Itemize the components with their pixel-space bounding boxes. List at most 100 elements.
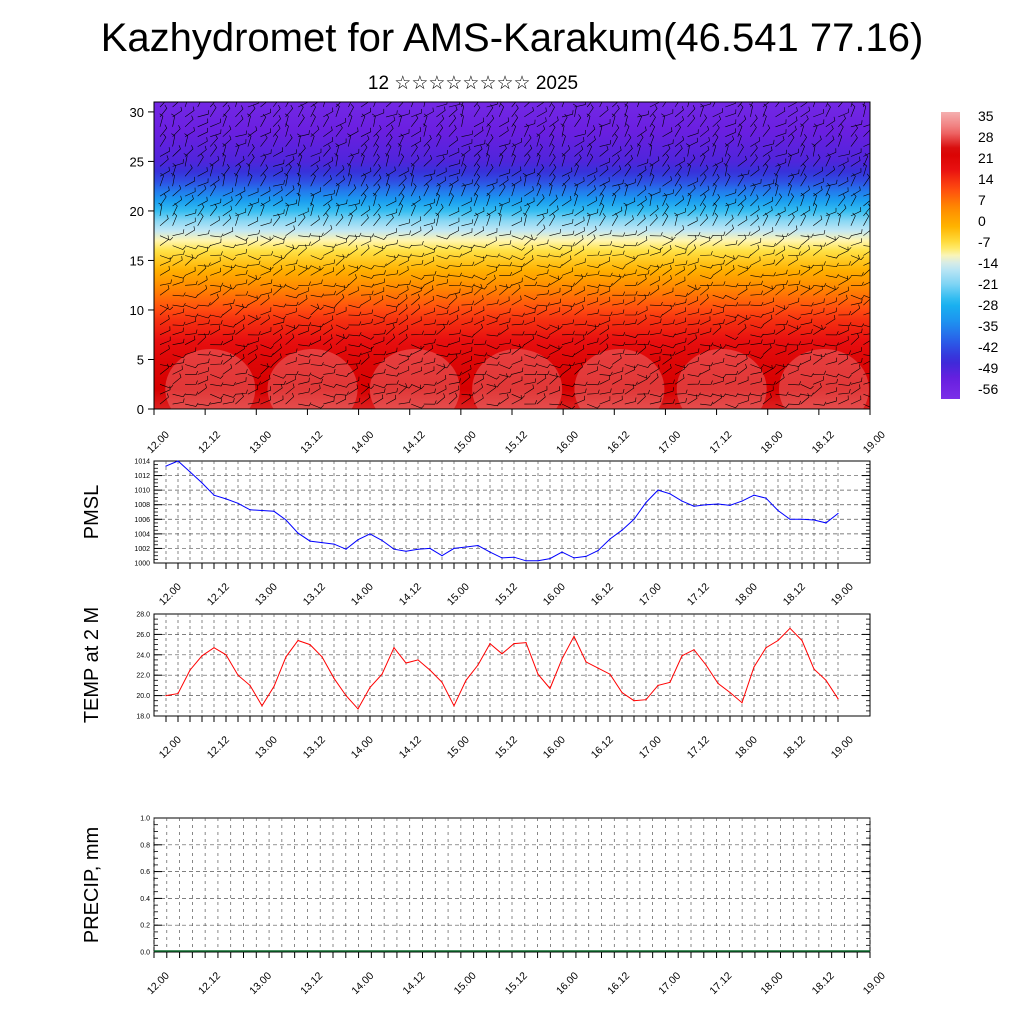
pmsl-point	[597, 550, 599, 552]
wind-barb	[775, 304, 789, 310]
wind-barb	[662, 212, 669, 226]
pmsl-y-tick-label: 1000	[134, 561, 150, 568]
wind-barb	[272, 133, 279, 147]
wind-barb	[297, 213, 306, 226]
wind-barb	[498, 103, 505, 118]
wind-barb	[272, 186, 283, 197]
wind-barb	[247, 126, 258, 137]
wind-barb	[260, 307, 272, 316]
wind-barb	[235, 186, 246, 197]
wind-barb	[411, 275, 425, 280]
wind-barb	[247, 274, 258, 286]
wind-barb	[297, 144, 306, 157]
wind-barb	[586, 196, 597, 207]
wind-barb	[712, 343, 722, 355]
wind-barb	[813, 401, 827, 406]
wind-barb	[586, 104, 594, 118]
wind-barb	[335, 199, 348, 207]
wind-barb	[850, 193, 857, 207]
colorbar-label: 7	[978, 192, 986, 208]
wind-barb	[524, 245, 534, 256]
wind-barb	[473, 394, 484, 405]
temp-point	[225, 654, 227, 656]
wind-barb	[459, 113, 464, 127]
wind-barb	[750, 124, 757, 137]
wind-barb	[335, 182, 340, 197]
wind-barb	[685, 143, 690, 157]
wind-barb	[298, 265, 308, 276]
wind-barb	[461, 306, 472, 316]
pmsl-point	[213, 494, 215, 496]
wind-barb	[423, 295, 434, 306]
wind-barb	[310, 384, 321, 395]
wind-barb	[561, 255, 572, 266]
wind-barb	[838, 310, 851, 316]
wind-barb	[486, 317, 498, 326]
wind-barb	[222, 353, 236, 357]
wind-barb	[222, 214, 232, 227]
wind-barb	[850, 229, 863, 236]
wind-barb	[448, 176, 459, 187]
wind-barb	[750, 237, 762, 246]
wind-barb	[373, 350, 387, 356]
wind-barb	[725, 188, 737, 197]
wind-barb	[511, 312, 525, 317]
temp-point	[249, 684, 251, 687]
wind-barb	[511, 137, 523, 147]
wind-barb	[800, 234, 810, 246]
wind-barb	[612, 146, 622, 157]
wind-barb	[838, 350, 851, 355]
precip-y-axis-title: PRECIP, mm	[81, 827, 103, 943]
wind-barb	[348, 274, 357, 286]
wind-barb	[323, 282, 337, 287]
wind-barb	[560, 123, 565, 137]
wind-barb	[561, 209, 574, 217]
wind-barb	[611, 124, 620, 137]
pmsl-y-axis-title: PMSL	[81, 485, 103, 539]
wind-barb	[436, 102, 448, 108]
wind-barb	[460, 103, 465, 117]
wind-barb	[649, 104, 658, 118]
wind-barb	[587, 270, 600, 276]
wind-barb	[536, 213, 545, 227]
wind-barb	[285, 333, 295, 345]
wind-barb	[436, 265, 450, 270]
wind-barb	[762, 364, 777, 369]
wind-barb	[461, 288, 473, 296]
wind-barb	[611, 154, 620, 167]
wind-barb	[599, 202, 605, 217]
wind-barb	[159, 279, 172, 286]
wind-barb	[850, 333, 860, 345]
wind-barb	[235, 115, 244, 128]
wind-barb	[360, 236, 372, 246]
wind-barb	[285, 199, 298, 207]
pmsl-point	[237, 502, 239, 504]
wind-barb	[197, 275, 208, 286]
wind-barb	[222, 285, 237, 290]
wind-barb	[385, 364, 400, 370]
wind-barb	[473, 340, 487, 345]
wind-barb	[587, 380, 600, 386]
wind-barb	[410, 183, 417, 197]
wind-barb	[285, 301, 299, 306]
wind-barb	[700, 362, 714, 367]
wind-barb	[247, 255, 262, 261]
wind-barb	[649, 123, 656, 137]
wind-barb	[549, 133, 555, 147]
wind-barb	[599, 272, 613, 277]
wind-barb	[360, 384, 375, 389]
temp-point	[837, 698, 839, 700]
colorbar-label: -21	[978, 276, 998, 292]
wind-barb	[674, 245, 689, 250]
wind-barb	[235, 102, 238, 108]
wind-barb	[222, 196, 233, 207]
wind-barb	[674, 116, 684, 128]
wind-barb	[335, 124, 343, 137]
wind-barb	[285, 357, 297, 365]
wind-barb	[536, 253, 550, 258]
wind-barb	[561, 246, 573, 256]
wind-barb	[486, 285, 497, 296]
pmsl-point	[477, 544, 479, 547]
wind-barb	[448, 159, 461, 167]
wind-barb	[436, 133, 442, 147]
